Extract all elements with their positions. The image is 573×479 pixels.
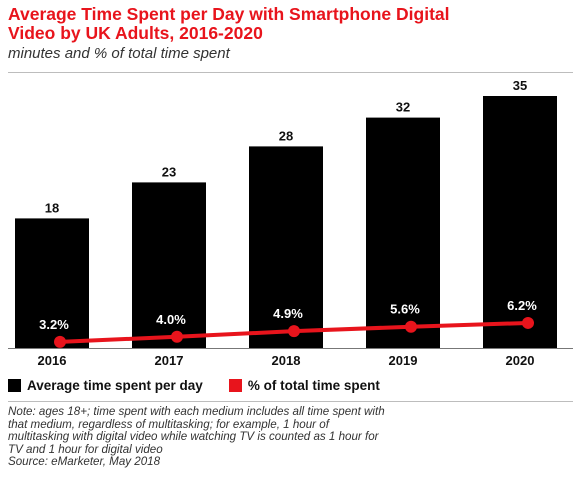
line-value-label-2018: 4.9% xyxy=(273,306,303,321)
legend-item-line: % of total time spent xyxy=(228,377,380,393)
bar-value-label-2018: 28 xyxy=(279,128,293,143)
x-tick-label-2019: 2019 xyxy=(389,353,418,368)
top-divider xyxy=(8,72,573,73)
note-line-3: multitasking with digital video while wa… xyxy=(8,431,379,444)
legend-swatch-line xyxy=(228,378,242,392)
line-value-label-2019: 5.6% xyxy=(390,302,420,317)
legend-label-bars: Average time spent per day xyxy=(27,377,203,393)
line-point-2016 xyxy=(54,335,66,348)
legend-item-bars: Average time spent per day xyxy=(8,378,203,393)
bar-2016 xyxy=(15,218,89,348)
note-source: Source: eMarketer, May 2018 xyxy=(8,456,161,469)
line-value-label-2017: 4.0% xyxy=(156,312,186,327)
chart-title: Average Time Spent per Day with Smartpho… xyxy=(8,5,573,43)
chart-area: 18 2016 23 2017 28 2018 32 2019 35 2020 3.2% 4.0% 4.… xyxy=(8,78,573,368)
line-point-2018 xyxy=(288,325,300,338)
note-line-4: TV and 1 hour for digital video xyxy=(8,443,163,456)
line-value-label-2016: 3.2% xyxy=(39,317,69,332)
bar-2020 xyxy=(483,96,557,348)
legend: Average time spent per day % of total ti… xyxy=(8,376,406,394)
x-tick-label-2017: 2017 xyxy=(155,353,184,368)
chart-title-line-1: Average Time Spent per Day with Smartpho… xyxy=(8,5,450,24)
bottom-divider xyxy=(8,401,573,402)
chart-note: Note: ages 18+; time spent with each med… xyxy=(8,406,568,469)
note-line-2: that medium, regardless of multitasking;… xyxy=(8,418,329,431)
bar-value-label-2020: 35 xyxy=(513,78,527,93)
x-tick-label-2020: 2020 xyxy=(506,353,535,368)
bar-value-label-2019: 32 xyxy=(396,100,410,115)
legend-swatch-bars xyxy=(8,378,21,392)
note-line-1: Note: ages 18+; time spent with each med… xyxy=(8,406,385,418)
chart-subtitle: minutes and % of total time spent xyxy=(8,45,230,62)
chart-title-line-2: Video by UK Adults, 2016-2020 xyxy=(8,23,263,43)
bar-2018 xyxy=(249,146,323,348)
bar-2017 xyxy=(132,182,206,348)
line-point-2019 xyxy=(405,320,417,333)
line-value-label-2020: 6.2% xyxy=(507,298,537,313)
bar-value-label-2017: 23 xyxy=(162,164,176,179)
line-point-2020 xyxy=(522,316,534,329)
legend-label-line: % of total time spent xyxy=(247,377,380,393)
x-tick-label-2016: 2016 xyxy=(38,353,67,368)
x-tick-label-2018: 2018 xyxy=(272,353,301,368)
bar-value-label-2016: 18 xyxy=(45,200,59,215)
bar-2019 xyxy=(366,117,440,348)
line-point-2017 xyxy=(171,330,183,343)
